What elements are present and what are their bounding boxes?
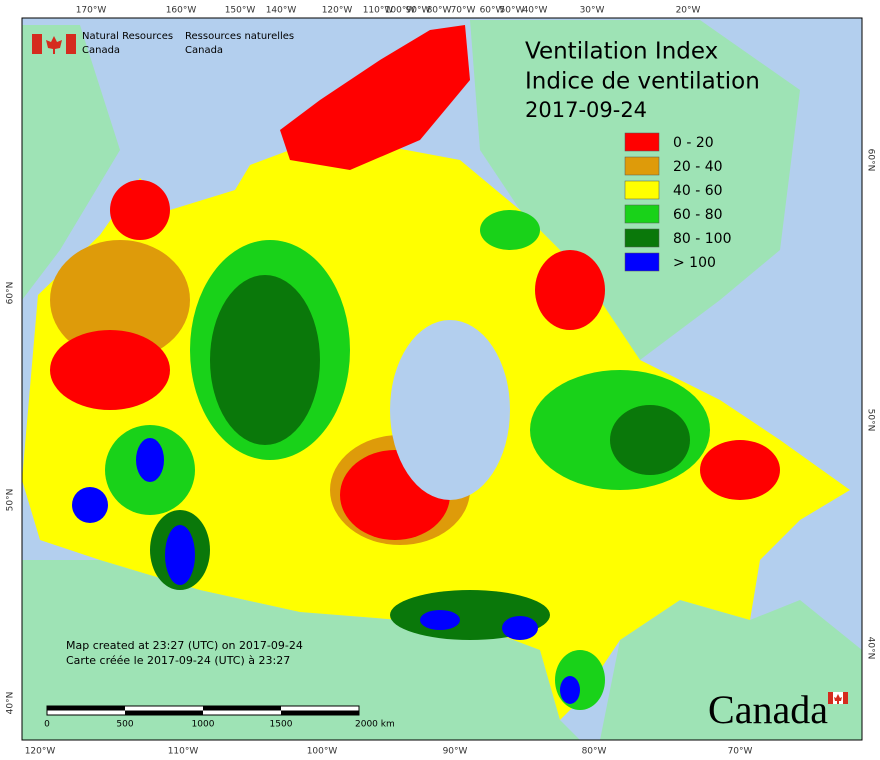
longitude-label: 50°W xyxy=(500,6,525,16)
legend-label: 20 - 40 xyxy=(673,159,723,175)
legend-swatch xyxy=(624,204,660,224)
agency-en: Natural Resources xyxy=(82,31,173,42)
latitude-label: 50°N xyxy=(6,489,16,512)
title: Ventilation Index xyxy=(525,39,718,65)
logo xyxy=(32,34,76,54)
credit: Map created at 23:27 (UTC) on 2017-09-24 xyxy=(66,639,303,652)
longitude-label: 120°W xyxy=(322,6,353,16)
longitude-label: 20°W xyxy=(676,6,701,16)
agency-fr: Canada xyxy=(185,45,223,56)
legend-label: 40 - 60 xyxy=(673,183,723,199)
latitude-label: 50°N xyxy=(866,409,876,432)
legend-swatch xyxy=(624,252,660,272)
legend-swatch xyxy=(624,180,660,200)
longitude-label: 120°W xyxy=(25,747,56,757)
scale-label: 1500 xyxy=(270,720,293,730)
agency-fr: Ressources naturelles xyxy=(185,31,294,42)
longitude-label: 70°W xyxy=(728,747,753,757)
wordmark xyxy=(828,692,848,704)
scale-label: 500 xyxy=(116,720,133,730)
scale-label: 2000 km xyxy=(355,720,395,730)
scale-label: 1000 xyxy=(192,720,215,730)
legend-label: 80 - 100 xyxy=(673,231,732,247)
longitude-label: 30°W xyxy=(580,6,605,16)
legend-swatch xyxy=(624,132,660,152)
latitude-label: 40°N xyxy=(6,692,16,715)
legend-swatch xyxy=(624,228,660,248)
legend-swatch xyxy=(624,156,660,176)
scale-label: 0 xyxy=(44,720,50,730)
longitude-label: 90°W xyxy=(443,747,468,757)
longitude-label: 70°W xyxy=(451,6,476,16)
frame xyxy=(21,17,863,741)
longitude-label: 100°W xyxy=(385,6,416,16)
longitude-label: 140°W xyxy=(266,6,297,16)
longitude-label: 110°W xyxy=(168,747,199,757)
longitude-label: 150°W xyxy=(225,6,256,16)
legend-label: > 100 xyxy=(673,255,716,271)
agency-en: Canada xyxy=(82,45,120,56)
legend-label: 0 - 20 xyxy=(673,135,714,151)
scale-bar xyxy=(46,705,360,716)
longitude-label: 60°W xyxy=(480,6,505,16)
longitude-label: 170°W xyxy=(76,6,107,16)
date: 2017-09-24 xyxy=(525,98,647,122)
longitude-label: 80°W xyxy=(582,747,607,757)
hudson-bay xyxy=(390,320,510,500)
longitude-label: 100°W xyxy=(307,747,338,757)
latitude-label: 60°N xyxy=(6,282,16,305)
latitude-label: 40°N xyxy=(866,637,876,660)
credit: Carte créée le 2017-09-24 (UTC) à 23:27 xyxy=(66,654,290,667)
latitude-label: 60°N xyxy=(866,149,876,172)
ventilation-field xyxy=(22,25,850,720)
longitude-label: 110°W xyxy=(363,6,394,16)
longitude-label: 160°W xyxy=(166,6,197,16)
legend-label: 60 - 80 xyxy=(673,207,723,223)
wordmark-text: Canada xyxy=(708,687,828,732)
longitude-label: 90°W xyxy=(406,6,431,16)
longitude-label: 80°W xyxy=(427,6,452,16)
title: Indice de ventilation xyxy=(525,69,760,95)
longitude-label: 40°W xyxy=(523,6,548,16)
